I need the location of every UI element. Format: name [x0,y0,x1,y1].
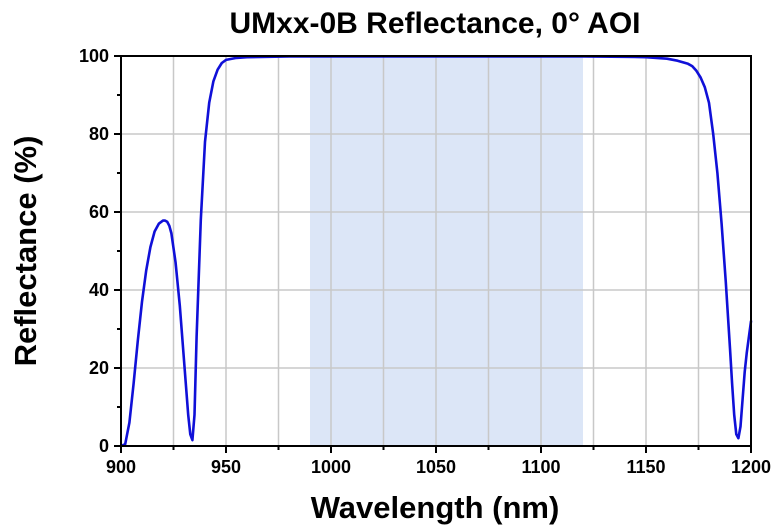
x-tick-label-900: 900 [106,457,136,477]
y-tick-label-100: 100 [79,46,109,66]
x-tick-label-1100: 1100 [521,457,560,477]
chart-title: UMxx-0B Reflectance, 0° AOI [229,7,640,40]
y-tick-label-0: 0 [99,436,109,456]
y-tick-label-20: 20 [89,358,109,378]
plot-area: 900 950 1000 1050 1100 1150 1200 0 20 40 60 80 100 [79,46,771,477]
y-tick-label-40: 40 [89,280,109,300]
x-axis-title: Wavelength (nm) [311,490,560,525]
x-tick-label-950: 950 [211,457,241,477]
y-axis-title: Reflectance (%) [8,136,43,367]
x-tick-label-1200: 1200 [731,457,771,477]
highlight-band [310,56,583,446]
x-tick-label-1050: 1050 [416,457,456,477]
y-tick-label-80: 80 [89,124,109,144]
y-tick-label-60: 60 [89,202,109,222]
series-line-0 [119,55,753,448]
x-tick-label-1150: 1150 [626,457,665,477]
x-tick-label-1000: 1000 [311,457,351,477]
